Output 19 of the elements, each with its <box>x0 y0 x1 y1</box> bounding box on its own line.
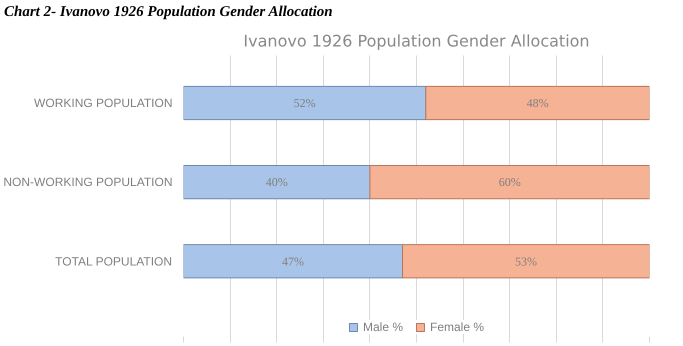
chart-title: Ivanovo 1926 Population Gender Allocation <box>243 32 590 50</box>
data-label: 40% <box>266 175 288 190</box>
y-tick-label: TOTAL POPULATION <box>55 254 172 268</box>
legend-label: Male % <box>362 320 403 334</box>
bar <box>184 165 370 200</box>
data-label: 48% <box>526 96 549 110</box>
legend-label: Female % <box>430 320 484 334</box>
bar <box>402 244 650 278</box>
data-label: 53% <box>515 254 538 268</box>
data-label: 52% <box>294 96 316 110</box>
y-tick-label: NON-WORKING POPULATION <box>3 175 173 190</box>
bar <box>184 244 404 278</box>
caption: Chart 2- Ivanovo 1926 Population Gender Allocation <box>4 3 333 22</box>
bar <box>369 165 650 200</box>
data-label: 60% <box>498 175 521 190</box>
bar <box>184 86 426 120</box>
bar <box>425 86 650 120</box>
data-label: 47% <box>282 254 304 268</box>
y-tick-label: WORKING POPULATION <box>34 96 173 110</box>
